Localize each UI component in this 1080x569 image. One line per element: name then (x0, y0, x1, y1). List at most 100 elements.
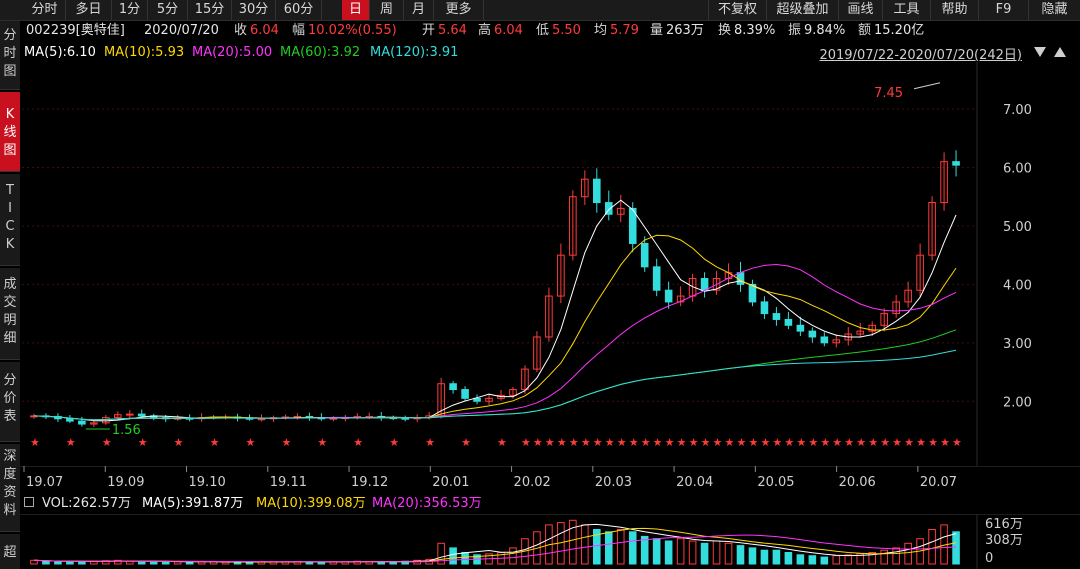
side-tab-depth-info[interactable]: 深度资料 (0, 444, 20, 532)
side-tab-intraday[interactable]: 分时图 (0, 21, 20, 90)
tab-monthly[interactable]: 月 (404, 0, 434, 20)
volume-bar (221, 561, 230, 565)
date-tick-label: 19.10 (189, 475, 226, 490)
event-marker-icon: ★ (497, 436, 507, 449)
price-tick-label: 3.00 (1003, 337, 1032, 352)
price-tick-label: 5.00 (1003, 220, 1032, 235)
event-marker-icon: ★ (677, 436, 687, 449)
event-marker-icon: ★ (581, 436, 591, 449)
candle-body (916, 254, 924, 291)
candle-body (485, 397, 493, 402)
event-marker-icon: ★ (66, 436, 76, 449)
volume-bar (317, 561, 326, 565)
hide-button[interactable]: 隐藏 (1028, 0, 1080, 20)
volume-bar (533, 531, 541, 565)
candle-body (808, 330, 817, 338)
event-marker-icon: ★ (760, 436, 770, 449)
candle-body (700, 278, 709, 291)
draw-line-button[interactable]: 画线 (838, 0, 882, 20)
tab-5min[interactable]: 5分 (148, 0, 188, 20)
tab-60min[interactable]: 60分 (276, 0, 322, 20)
event-marker-icon: ★ (389, 436, 399, 449)
no-adjust-button[interactable]: 不复权 (708, 0, 766, 20)
avg-price: 5.79 (610, 23, 639, 38)
candle-body (78, 420, 86, 425)
range-dropdown-icon[interactable] (1034, 47, 1046, 57)
tab-weekly[interactable]: 周 (370, 0, 404, 20)
volume-bar (461, 552, 469, 565)
candle-body (604, 202, 613, 215)
period-toolbar: 分时 多日 1分 5分 15分 30分 60分 日 周 月 更多 不复权 超级叠… (0, 0, 1080, 21)
tab-1min[interactable]: 1分 (112, 0, 148, 20)
candle-body (856, 330, 865, 335)
stock-code-name: 002239[奥特佳] (26, 23, 125, 38)
super-overlay-button[interactable]: 超级叠加 (766, 0, 838, 20)
tab-more[interactable]: 更多 (434, 0, 484, 20)
date-tick-label: 19.12 (351, 475, 388, 490)
close-price: 6.04 (250, 23, 279, 38)
volume-bar (616, 529, 625, 565)
volume-bar (880, 549, 888, 565)
volume-tick-label: 0 (985, 551, 993, 566)
tab-intraday[interactable]: 分时 (24, 0, 66, 20)
event-marker-icon: ★ (246, 436, 256, 449)
volume-bar (772, 549, 781, 565)
volume-ma5-line (33, 523, 957, 563)
candlestick-chart[interactable]: 7.006.005.004.003.002.007.451.56★ ★ ★ ★ ★ ★ ★ ★… (20, 62, 1080, 466)
price-tick-label: 7.00 (1003, 103, 1032, 118)
volume-bar (760, 549, 769, 565)
candle-body (772, 313, 781, 320)
candle-body (832, 339, 841, 344)
side-tab-price-table[interactable]: 分价表 (0, 362, 20, 442)
event-marker-icon: ★ (928, 436, 938, 449)
event-marker-icon: ★ (665, 436, 675, 449)
candle-body (940, 161, 948, 204)
event-marker-icon: ★ (892, 436, 902, 449)
tab-daily[interactable]: 日 (342, 0, 370, 20)
date-range-selector[interactable]: 2019/07/22-2020/07/20(242日) (819, 48, 1022, 63)
event-marker-icon: ★ (317, 436, 327, 449)
volume-bar (66, 561, 74, 565)
scroll-up-icon[interactable] (1054, 47, 1066, 57)
tab-15min[interactable]: 15分 (188, 0, 232, 20)
volume-bar (305, 561, 314, 565)
candle-body (616, 207, 625, 215)
date-tick-label: 20.04 (676, 475, 713, 490)
candle-body (461, 389, 469, 399)
low-price: 5.50 (552, 23, 581, 38)
side-tab-trade-detail[interactable]: 成交明细 (0, 268, 20, 360)
event-marker-icon: ★ (820, 436, 830, 449)
side-tab-super[interactable]: 超 (0, 534, 20, 569)
volume-expand-icon[interactable] (24, 497, 34, 507)
vol-ma20-label: MA(20):356.53万 (372, 496, 482, 511)
candle-body (892, 301, 900, 315)
tools-button[interactable]: 工具 (882, 0, 930, 20)
candle-body (748, 283, 757, 303)
help-button[interactable]: 帮助 (930, 0, 978, 20)
volume-ma20-line (33, 534, 957, 563)
quote-date: 2020/07/20 (144, 23, 219, 38)
date-tick-label: 20.06 (839, 475, 876, 490)
tab-30min[interactable]: 30分 (232, 0, 276, 20)
vol-ma10-label: MA(10):399.08万 (256, 496, 366, 511)
event-marker-icon: ★ (653, 436, 663, 449)
tab-multi-day[interactable]: 多日 (66, 0, 112, 20)
candle-body (880, 313, 888, 326)
date-tick-label: 19.09 (107, 475, 144, 490)
candle-body (928, 202, 936, 256)
event-marker-icon: ★ (30, 436, 40, 449)
amplitude-value: 9.84% (804, 23, 846, 38)
volume-bar (832, 555, 841, 565)
volume-bar (676, 538, 685, 565)
ma5-line (33, 199, 957, 422)
open-price: 5.64 (438, 23, 467, 38)
event-marker-icon: ★ (748, 436, 758, 449)
event-marker-icon: ★ (138, 436, 148, 449)
volume-bar (808, 555, 817, 565)
f9-button[interactable]: F9 (978, 0, 1028, 20)
volume-bar (856, 553, 865, 565)
